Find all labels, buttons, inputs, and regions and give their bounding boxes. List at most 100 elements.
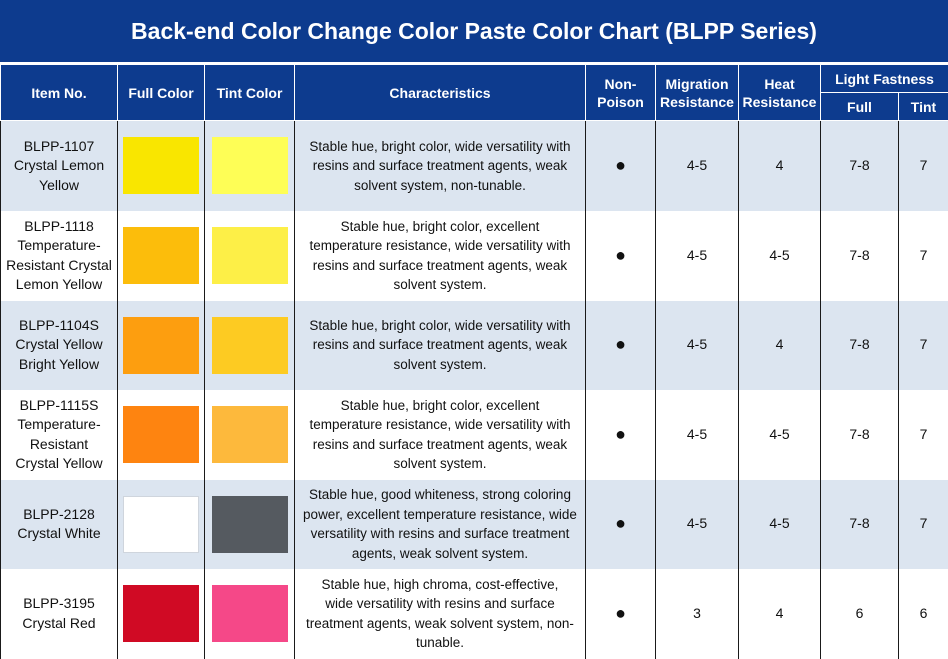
- characteristics-text: Stable hue, bright color, wide versatili…: [294, 120, 586, 211]
- characteristics-line: power, excellent temperature resistance,…: [303, 506, 577, 522]
- heat-resistance-value: 4-5: [738, 210, 821, 301]
- light-fastness-tint-value: 7: [897, 210, 948, 301]
- item-number-line: Resistant Crystal: [6, 256, 112, 273]
- migration-resistance-value: 4-5: [655, 210, 739, 301]
- characteristics-text: Stable hue, high chroma, cost-effective,…: [294, 568, 586, 659]
- item-number: BLPP-1107 Crystal Lemon Yellow: [0, 120, 118, 211]
- full-color-cell: [117, 479, 205, 569]
- non-poison-mark: ●: [585, 479, 656, 569]
- full-color-cell: [117, 389, 205, 480]
- item-number-line: Lemon Yellow: [15, 276, 103, 292]
- full-color-cell: [117, 210, 205, 301]
- characteristics-line: Stable hue, bright color, wide versatili…: [309, 138, 571, 154]
- item-number-line: BLPP-1107: [23, 137, 95, 154]
- item-number-line: Crystal Yellow: [15, 455, 103, 471]
- tint-color-cell: [204, 300, 295, 390]
- characteristics-line: tunable.: [415, 635, 465, 650]
- tint-color-swatch: [211, 316, 288, 374]
- heat-resistance-value: 4: [738, 300, 821, 390]
- table-row: BLPP-2128 Crystal White Stable hue, good w…: [0, 479, 948, 569]
- characteristics-text: Stable hue, good whiteness, strong color…: [294, 479, 586, 569]
- item-number: BLPP-1115S Temperature- Resistant Crystal Y…: [0, 389, 118, 480]
- full-color-swatch: [123, 316, 199, 374]
- non-poison-mark: ●: [585, 389, 656, 480]
- migration-resistance-value: 4-5: [655, 479, 739, 569]
- header-non-poison-line1: Non-: [604, 75, 637, 92]
- light-fastness-tint-value: 7: [897, 389, 948, 480]
- table-row: BLPP-1104S Crystal Yellow Bright Yellow Sta…: [0, 300, 948, 390]
- header-heat-line2: Resistance: [742, 93, 817, 110]
- characteristics-line: treatment agents, weak solvent system, n…: [306, 615, 574, 631]
- table-row: BLPP-3195 Crystal Red Stable hue, high chr…: [0, 568, 948, 659]
- migration-resistance-value: 4-5: [655, 300, 739, 390]
- item-number-line: BLPP-3195: [23, 595, 95, 611]
- header-light-tint: Tint: [897, 92, 948, 121]
- full-color-swatch: [123, 406, 199, 463]
- non-poison-mark: ●: [585, 120, 656, 211]
- header-migration-line1: Migration: [665, 75, 729, 92]
- characteristics-text: Stable hue, bright color, wide versatili…: [294, 300, 586, 390]
- header-item-no: Item No.: [0, 64, 118, 121]
- full-color-swatch: [123, 227, 199, 284]
- header-migration-line2: Resistance: [660, 93, 734, 110]
- header-light-fastness: Light Fastness: [819, 64, 948, 93]
- light-fastness-full-value: 7-8: [820, 389, 899, 480]
- item-number-line: BLPP-2128: [23, 505, 95, 522]
- characteristics-line: solvent system.: [393, 277, 487, 292]
- characteristics-line: agents, weak solvent system.: [351, 545, 529, 561]
- header-light-full: Full: [820, 92, 899, 121]
- item-number-line: Bright Yellow: [18, 355, 100, 372]
- migration-resistance-value: 4-5: [655, 120, 739, 211]
- header-heat-resistance: Heat Resistance: [738, 64, 821, 121]
- tint-color-swatch: [211, 585, 288, 642]
- characteristics-line: wide versatility with resins and surface: [325, 596, 555, 611]
- item-number-line: Crystal White: [17, 525, 101, 541]
- item-number: BLPP-3195 Crystal Red: [0, 568, 118, 659]
- tint-color-cell: [204, 120, 295, 211]
- header-non-poison-line2: Poison: [597, 93, 644, 110]
- table-row: BLPP-1107 Crystal Lemon Yellow Stable hue, …: [0, 120, 948, 211]
- full-color-swatch: [123, 495, 199, 553]
- characteristics-line: resins and surface treatment agents, wea…: [312, 257, 568, 273]
- tint-color-cell: [204, 568, 295, 659]
- item-number-line: Temperature-: [17, 237, 101, 253]
- full-color-cell: [117, 300, 205, 390]
- tint-color-cell: [204, 389, 295, 480]
- heat-resistance-value: 4-5: [738, 479, 821, 569]
- header-characteristics: Characteristics: [294, 64, 586, 121]
- item-number-line: BLPP-1104S: [19, 316, 99, 333]
- table-row: BLPP-1118 Temperature- Resistant Crystal Le…: [0, 210, 948, 301]
- characteristics-line: solvent system.: [393, 356, 487, 372]
- migration-resistance-value: 3: [655, 568, 739, 659]
- heat-resistance-value: 4: [738, 568, 821, 659]
- header-heat-line1: Heat: [764, 75, 795, 92]
- characteristics-line: resins and surface treatment agents, wea…: [312, 436, 568, 452]
- light-fastness-full-value: 7-8: [820, 300, 899, 390]
- header-migration-resistance: Migration Resistance: [655, 64, 739, 121]
- heat-resistance-value: 4-5: [738, 389, 821, 480]
- item-number-line: Temperature-: [17, 416, 101, 432]
- header-full-color: Full Color: [117, 64, 205, 121]
- tint-color-swatch: [211, 137, 288, 195]
- characteristics-text: Stable hue, bright color, excellent tempe…: [294, 389, 586, 480]
- header-non-poison: Non- Poison: [585, 64, 656, 121]
- migration-resistance-value: 4-5: [655, 389, 739, 480]
- light-fastness-full-value: 7-8: [820, 120, 899, 211]
- characteristics-line: Stable hue, bright color, excellent: [340, 397, 540, 413]
- color-chart-table: Item No. Full Color Tint Color Character…: [0, 64, 948, 659]
- light-fastness-full-value: 7-8: [820, 479, 899, 569]
- light-fastness-tint-value: 7: [897, 120, 948, 211]
- characteristics-text: Stable hue, bright color, excellent tempe…: [294, 210, 586, 301]
- item-number-line: Resistant: [29, 435, 89, 452]
- item-number-line: Crystal Lemon: [13, 157, 105, 173]
- characteristics-line: Stable hue, good whiteness, strong color…: [309, 487, 571, 502]
- item-number: BLPP-1118 Temperature- Resistant Crystal Le…: [0, 210, 118, 301]
- characteristics-line: resins and surface treatment agents, wea…: [312, 337, 568, 353]
- light-fastness-tint-value: 7: [897, 300, 948, 390]
- tint-color-swatch: [211, 227, 288, 284]
- light-fastness-tint-value: 6: [897, 568, 948, 659]
- non-poison-mark: ●: [585, 300, 656, 390]
- non-poison-mark: ●: [585, 210, 656, 301]
- characteristics-line: Stable hue, bright color, excellent: [340, 218, 540, 234]
- tint-color-cell: [204, 479, 295, 569]
